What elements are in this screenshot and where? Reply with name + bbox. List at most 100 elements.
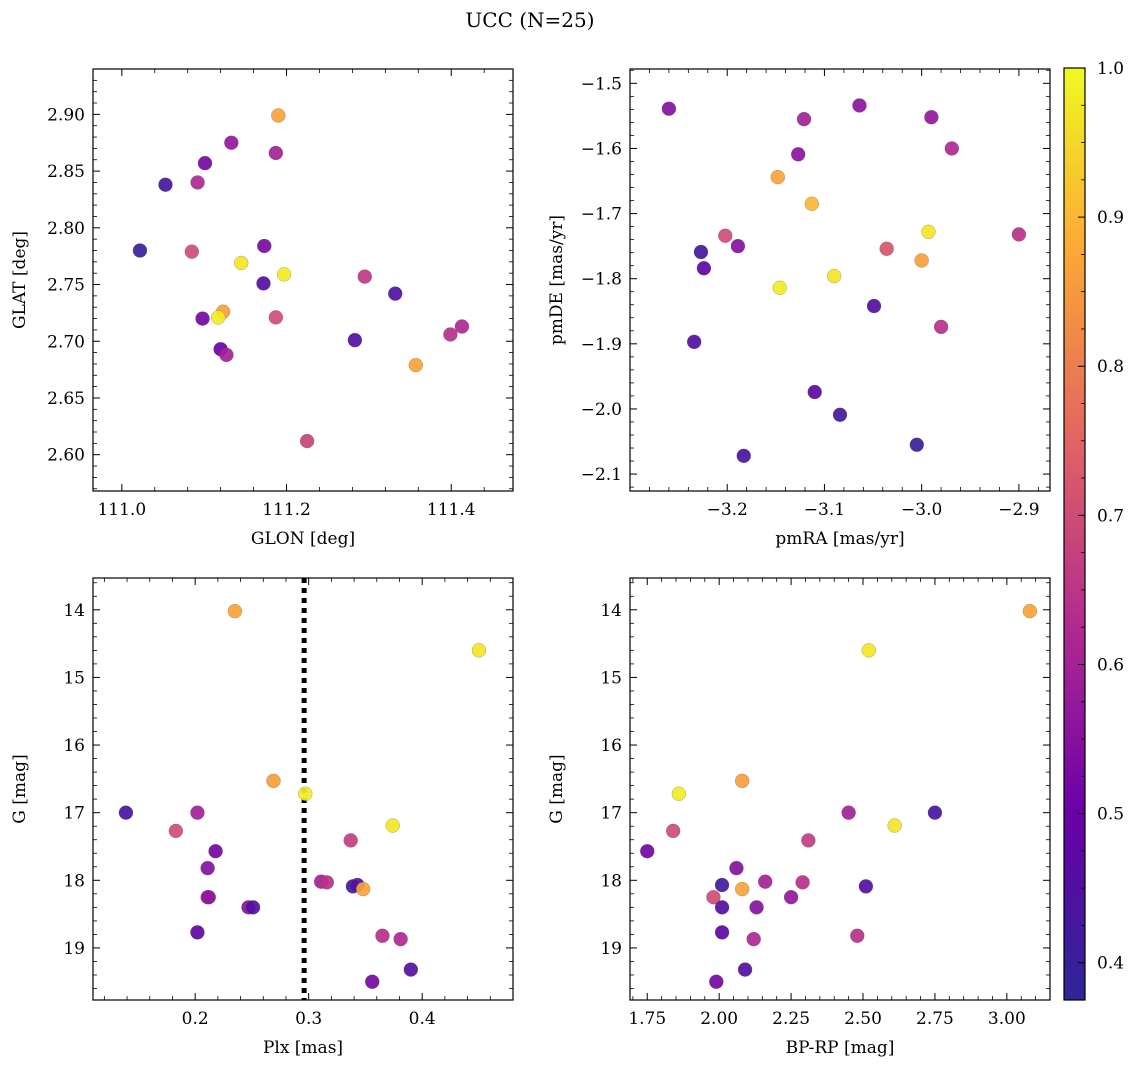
axes-frame bbox=[92, 68, 514, 492]
colorbar-tick-label: 0.6 bbox=[1097, 655, 1124, 675]
scatter-point bbox=[924, 109, 939, 125]
scatter-point bbox=[355, 881, 371, 897]
scatter-point bbox=[454, 319, 470, 334]
y-axis-label: pmDE [mas/yr] bbox=[547, 215, 567, 345]
x-tick-label: 111.0 bbox=[97, 500, 146, 520]
y-tick-label: 2.90 bbox=[47, 105, 85, 125]
colorbar-tick-label: 0.5 bbox=[1097, 805, 1124, 825]
scatter-point bbox=[190, 805, 205, 820]
scatter-point bbox=[714, 877, 730, 893]
scatter-point bbox=[375, 928, 390, 943]
axes-frame bbox=[92, 577, 514, 1001]
scatter-point bbox=[343, 833, 358, 848]
colorbar-tick-label: 1.0 bbox=[1097, 59, 1124, 79]
scatter-point bbox=[909, 437, 925, 452]
scatter-point bbox=[718, 228, 733, 243]
scatter-point bbox=[266, 773, 281, 789]
scatter-point bbox=[245, 900, 261, 915]
y-tick-label: 14 bbox=[63, 601, 85, 621]
x-tick-label: 2.75 bbox=[916, 1009, 954, 1029]
scatter-point bbox=[914, 253, 929, 268]
panel-pmra-pmde: −3.2 −3.1 −3.0 −2.9 −2.1 −2.0 −1.9 −1.8 −1.7 −1.6… bbox=[547, 68, 1051, 549]
x-tick-label: 3.00 bbox=[988, 1009, 1026, 1029]
y-tick-label: 2.65 bbox=[47, 389, 85, 409]
scatter-point bbox=[200, 860, 215, 876]
x-tick-label: 2.50 bbox=[844, 1009, 882, 1029]
x-tick-label: −3.1 bbox=[804, 500, 845, 520]
y-tick-label: 19 bbox=[600, 939, 622, 959]
y-tick-label: 19 bbox=[63, 939, 85, 959]
x-tick-label: 111.2 bbox=[262, 500, 311, 520]
scatter-point bbox=[921, 224, 936, 240]
scatter-point bbox=[385, 818, 400, 833]
scatter-point bbox=[696, 261, 712, 276]
scatter-point bbox=[190, 175, 205, 190]
scatter-point bbox=[224, 135, 239, 150]
scatter-point bbox=[271, 108, 286, 123]
scatter-point bbox=[257, 238, 272, 254]
x-tick-label: 1.75 bbox=[628, 1009, 666, 1029]
scatter-point bbox=[219, 347, 234, 363]
axes-frame bbox=[629, 577, 1051, 1001]
scatter-point bbox=[197, 155, 213, 171]
y-tick-label: 2.60 bbox=[47, 446, 85, 466]
scatter-point bbox=[640, 844, 655, 859]
y-tick-label: 15 bbox=[600, 668, 622, 688]
scatter-point bbox=[393, 931, 408, 947]
scatter-point bbox=[770, 169, 785, 185]
scatter-point bbox=[801, 833, 816, 848]
scatter-point bbox=[408, 357, 424, 373]
scatter-point bbox=[1011, 227, 1027, 242]
scatter-point bbox=[807, 384, 822, 400]
scatter-point bbox=[866, 298, 882, 314]
scatter-point bbox=[729, 860, 744, 876]
scatter-point bbox=[234, 255, 249, 271]
colorbar-tick-label: 0.8 bbox=[1097, 357, 1124, 377]
scatter-point bbox=[927, 805, 943, 820]
scatter-point bbox=[201, 890, 216, 905]
scatter-point bbox=[665, 823, 681, 839]
scatter-point bbox=[227, 603, 243, 619]
scatter-point bbox=[190, 925, 205, 940]
y-tick-label: 14 bbox=[600, 601, 622, 621]
y-axis-label: G [mag] bbox=[547, 754, 567, 823]
colorbar-gradient bbox=[1063, 67, 1086, 1001]
scatter-point bbox=[471, 643, 487, 658]
scatter-point bbox=[210, 310, 226, 325]
scatter-point bbox=[804, 196, 820, 212]
y-tick-label: −1.5 bbox=[581, 74, 622, 94]
scatter-point bbox=[832, 407, 848, 423]
scatter-point bbox=[944, 141, 960, 156]
scatter-point bbox=[276, 267, 292, 282]
scatter-point bbox=[841, 805, 856, 820]
x-axis-label: GLON [deg] bbox=[251, 529, 355, 549]
x-axis-label: BP-RP [mag] bbox=[786, 1038, 895, 1058]
x-tick-label: 2.00 bbox=[700, 1009, 738, 1029]
axes-frame bbox=[629, 68, 1051, 492]
scatter-point bbox=[256, 276, 271, 291]
scatter-point bbox=[388, 286, 403, 301]
y-tick-label: −2.1 bbox=[581, 465, 622, 485]
colorbar-tick-label: 0.7 bbox=[1097, 506, 1124, 526]
x-tick-label: −2.9 bbox=[998, 500, 1039, 520]
scatter-point bbox=[734, 773, 750, 789]
colorbar: 0.4 0.5 0.6 0.7 0.8 0.9 1.0 bbox=[1063, 59, 1124, 1001]
scatter-point bbox=[790, 147, 806, 162]
scatter-point bbox=[661, 101, 677, 116]
y-tick-label: −1.6 bbox=[581, 139, 622, 159]
scatter-point bbox=[772, 280, 787, 296]
colorbar-tick-label: 0.9 bbox=[1097, 208, 1124, 228]
scatter-point bbox=[158, 177, 173, 192]
scatter-point bbox=[1022, 603, 1038, 619]
y-tick-label: 17 bbox=[63, 804, 85, 824]
panel-glon-glat: 111.0 111.2 111.4 2.60 2.65 2.70 2.75 2.80 2.85 2… bbox=[10, 68, 514, 549]
scatter-point bbox=[268, 310, 284, 325]
scatter-point bbox=[736, 448, 751, 464]
y-tick-label: 2.75 bbox=[47, 276, 85, 296]
y-tick-label: 2.70 bbox=[47, 332, 85, 352]
y-tick-label: 18 bbox=[63, 871, 85, 891]
scatter-point bbox=[783, 890, 799, 905]
x-tick-label: 111.4 bbox=[427, 500, 476, 520]
y-tick-label: 2.85 bbox=[47, 162, 85, 182]
